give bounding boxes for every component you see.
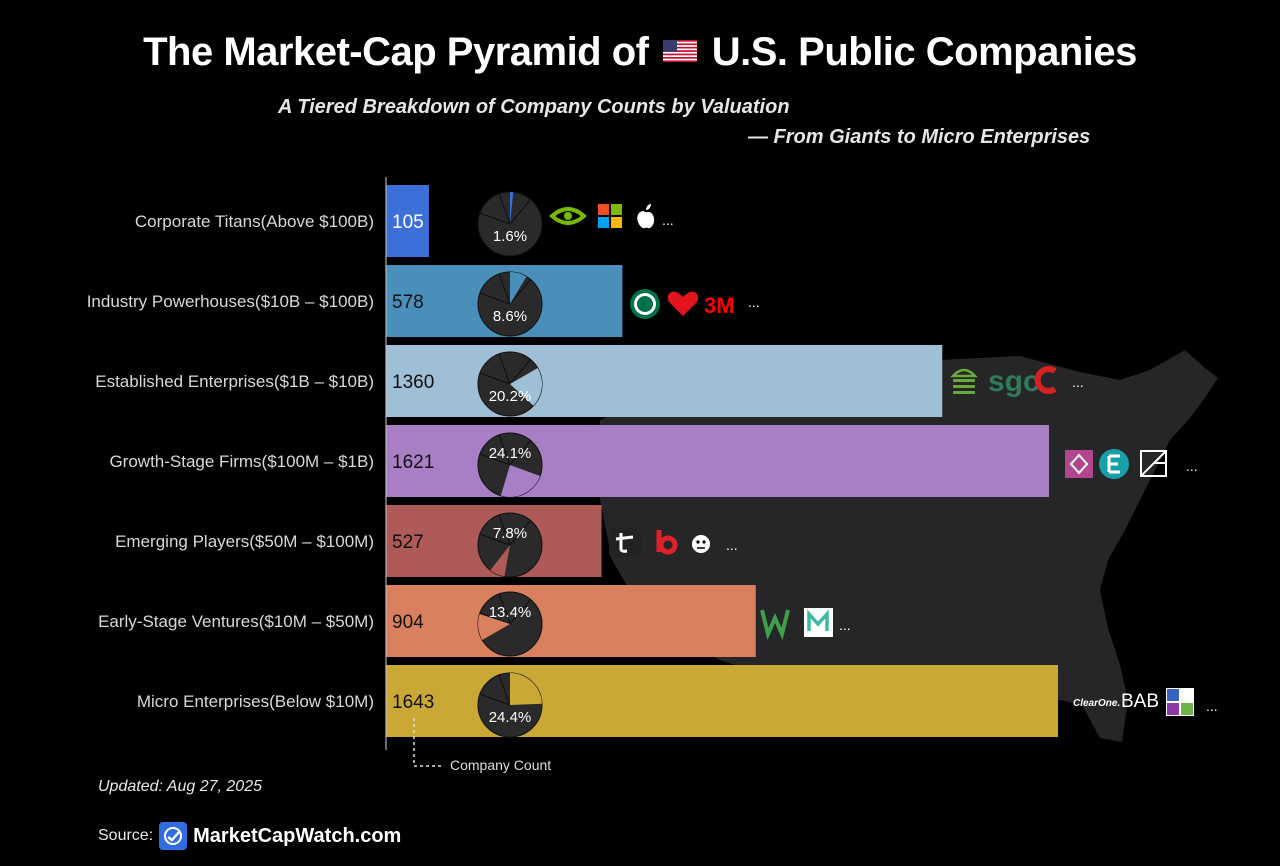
more-ellipsis: ... [839, 617, 851, 633]
category-label: Emerging Players($50M – $100M) [115, 532, 374, 551]
share-pie: 24.4% [477, 672, 543, 738]
share-label: 8.6% [493, 308, 527, 325]
share-label: 1.6% [493, 228, 527, 245]
wa-logo [760, 609, 790, 641]
face-logo [692, 535, 710, 553]
diamond-logo [1065, 450, 1093, 478]
count-label: 1360 [392, 372, 434, 393]
share-pie: 1.6% [477, 191, 543, 257]
pie-slice [510, 368, 542, 406]
category-label: Corporate Titans(Above $100B) [135, 212, 374, 231]
clearone-logo: ClearOne. [1073, 698, 1120, 709]
row-7-logos: ClearOne. BAB ... [1073, 688, 1218, 716]
t-logo [609, 527, 641, 557]
count-label: 527 [392, 532, 424, 553]
three-m-logo: 3M [704, 293, 735, 318]
pie-slice [500, 465, 541, 497]
more-ellipsis: ... [1072, 374, 1084, 390]
category-label: Micro Enterprises(Below $10M) [137, 692, 374, 711]
updated-date: Updated: Aug 27, 2025 [98, 778, 262, 795]
bar-3 [386, 345, 943, 417]
e-circle-logo [1099, 449, 1129, 479]
share-pie: 8.6% [477, 271, 543, 337]
more-ellipsis: ... [726, 537, 738, 553]
pie-slice [510, 272, 527, 304]
bab-logo: BAB [1121, 691, 1159, 712]
marketcapwatch-icon [159, 822, 188, 850]
count-label: 904 [392, 612, 424, 633]
more-ellipsis: ... [662, 212, 674, 228]
count-label: 1621 [392, 452, 434, 473]
count-label: 1643 [392, 692, 434, 713]
bar-1 [386, 185, 429, 257]
company-count-annotation: Company Count [450, 757, 552, 773]
pie-slice [510, 673, 542, 705]
share-label: 13.4% [489, 604, 532, 621]
category-label: Growth-Stage Firms($100M – $1B) [109, 452, 374, 471]
share-pie: 13.4% [477, 591, 543, 657]
more-ellipsis: ... [1186, 458, 1198, 474]
sgc-logo: sgc [988, 365, 1040, 398]
share-pie: 7.8% [477, 512, 543, 578]
row-1-logos: ... [548, 204, 674, 229]
pie-slice [510, 192, 514, 224]
more-ellipsis: ... [748, 294, 760, 310]
pie-slice [490, 545, 510, 577]
pie-slice [478, 613, 510, 640]
source-line: Source: MarketCapWatch.com [98, 822, 401, 850]
share-label: 20.2% [489, 388, 532, 405]
subtitle-line-1: A Tiered Breakdown of Company Counts by … [278, 96, 790, 118]
c-logo [1034, 366, 1057, 394]
row-3-logos: sgc ... [950, 365, 1084, 398]
subtitle-line-2: — From Giants to Micro Enterprises [748, 126, 1091, 148]
blocks-logo [1166, 688, 1194, 716]
category-label: Early-Stage Ventures($10M – $50M) [98, 612, 374, 631]
share-pie: 20.2% [477, 351, 543, 417]
source-site-link[interactable]: MarketCapWatch.com [193, 824, 402, 847]
starbucks-logo [630, 289, 660, 319]
count-label: 105 [392, 212, 424, 233]
more-ellipsis: ... [1206, 698, 1218, 714]
page-title: The Market-Cap Pyramid of U.S. Public Co… [143, 30, 1137, 74]
annotation-leader [413, 718, 444, 767]
nvidia-logo [548, 207, 588, 225]
share-pie: 24.1% [477, 432, 543, 498]
apple-logo [637, 204, 655, 229]
source-label: Source: [98, 827, 154, 844]
bar-6 [386, 585, 756, 657]
row-5-logos: ... [609, 527, 738, 557]
microsoft-logo [598, 204, 622, 228]
category-label: Industry Powerhouses($10B – $100B) [87, 292, 374, 311]
count-label: 578 [392, 292, 424, 313]
row-2-logos: 3M ... [630, 289, 760, 319]
us-flag-icon [663, 40, 698, 63]
row-4-logos: ... [1065, 449, 1198, 479]
cvs-heart-logo [667, 291, 699, 316]
category-label: Established Enterprises($1B – $10B) [95, 372, 374, 391]
share-label: 24.4% [489, 709, 532, 726]
share-label: 7.8% [493, 525, 527, 542]
square-logo [1140, 450, 1167, 477]
m-logo [804, 608, 833, 637]
share-label: 24.1% [489, 445, 532, 462]
b-logo [656, 530, 678, 555]
shake-shack-logo [950, 368, 978, 394]
row-6-logos: ... [760, 608, 851, 641]
